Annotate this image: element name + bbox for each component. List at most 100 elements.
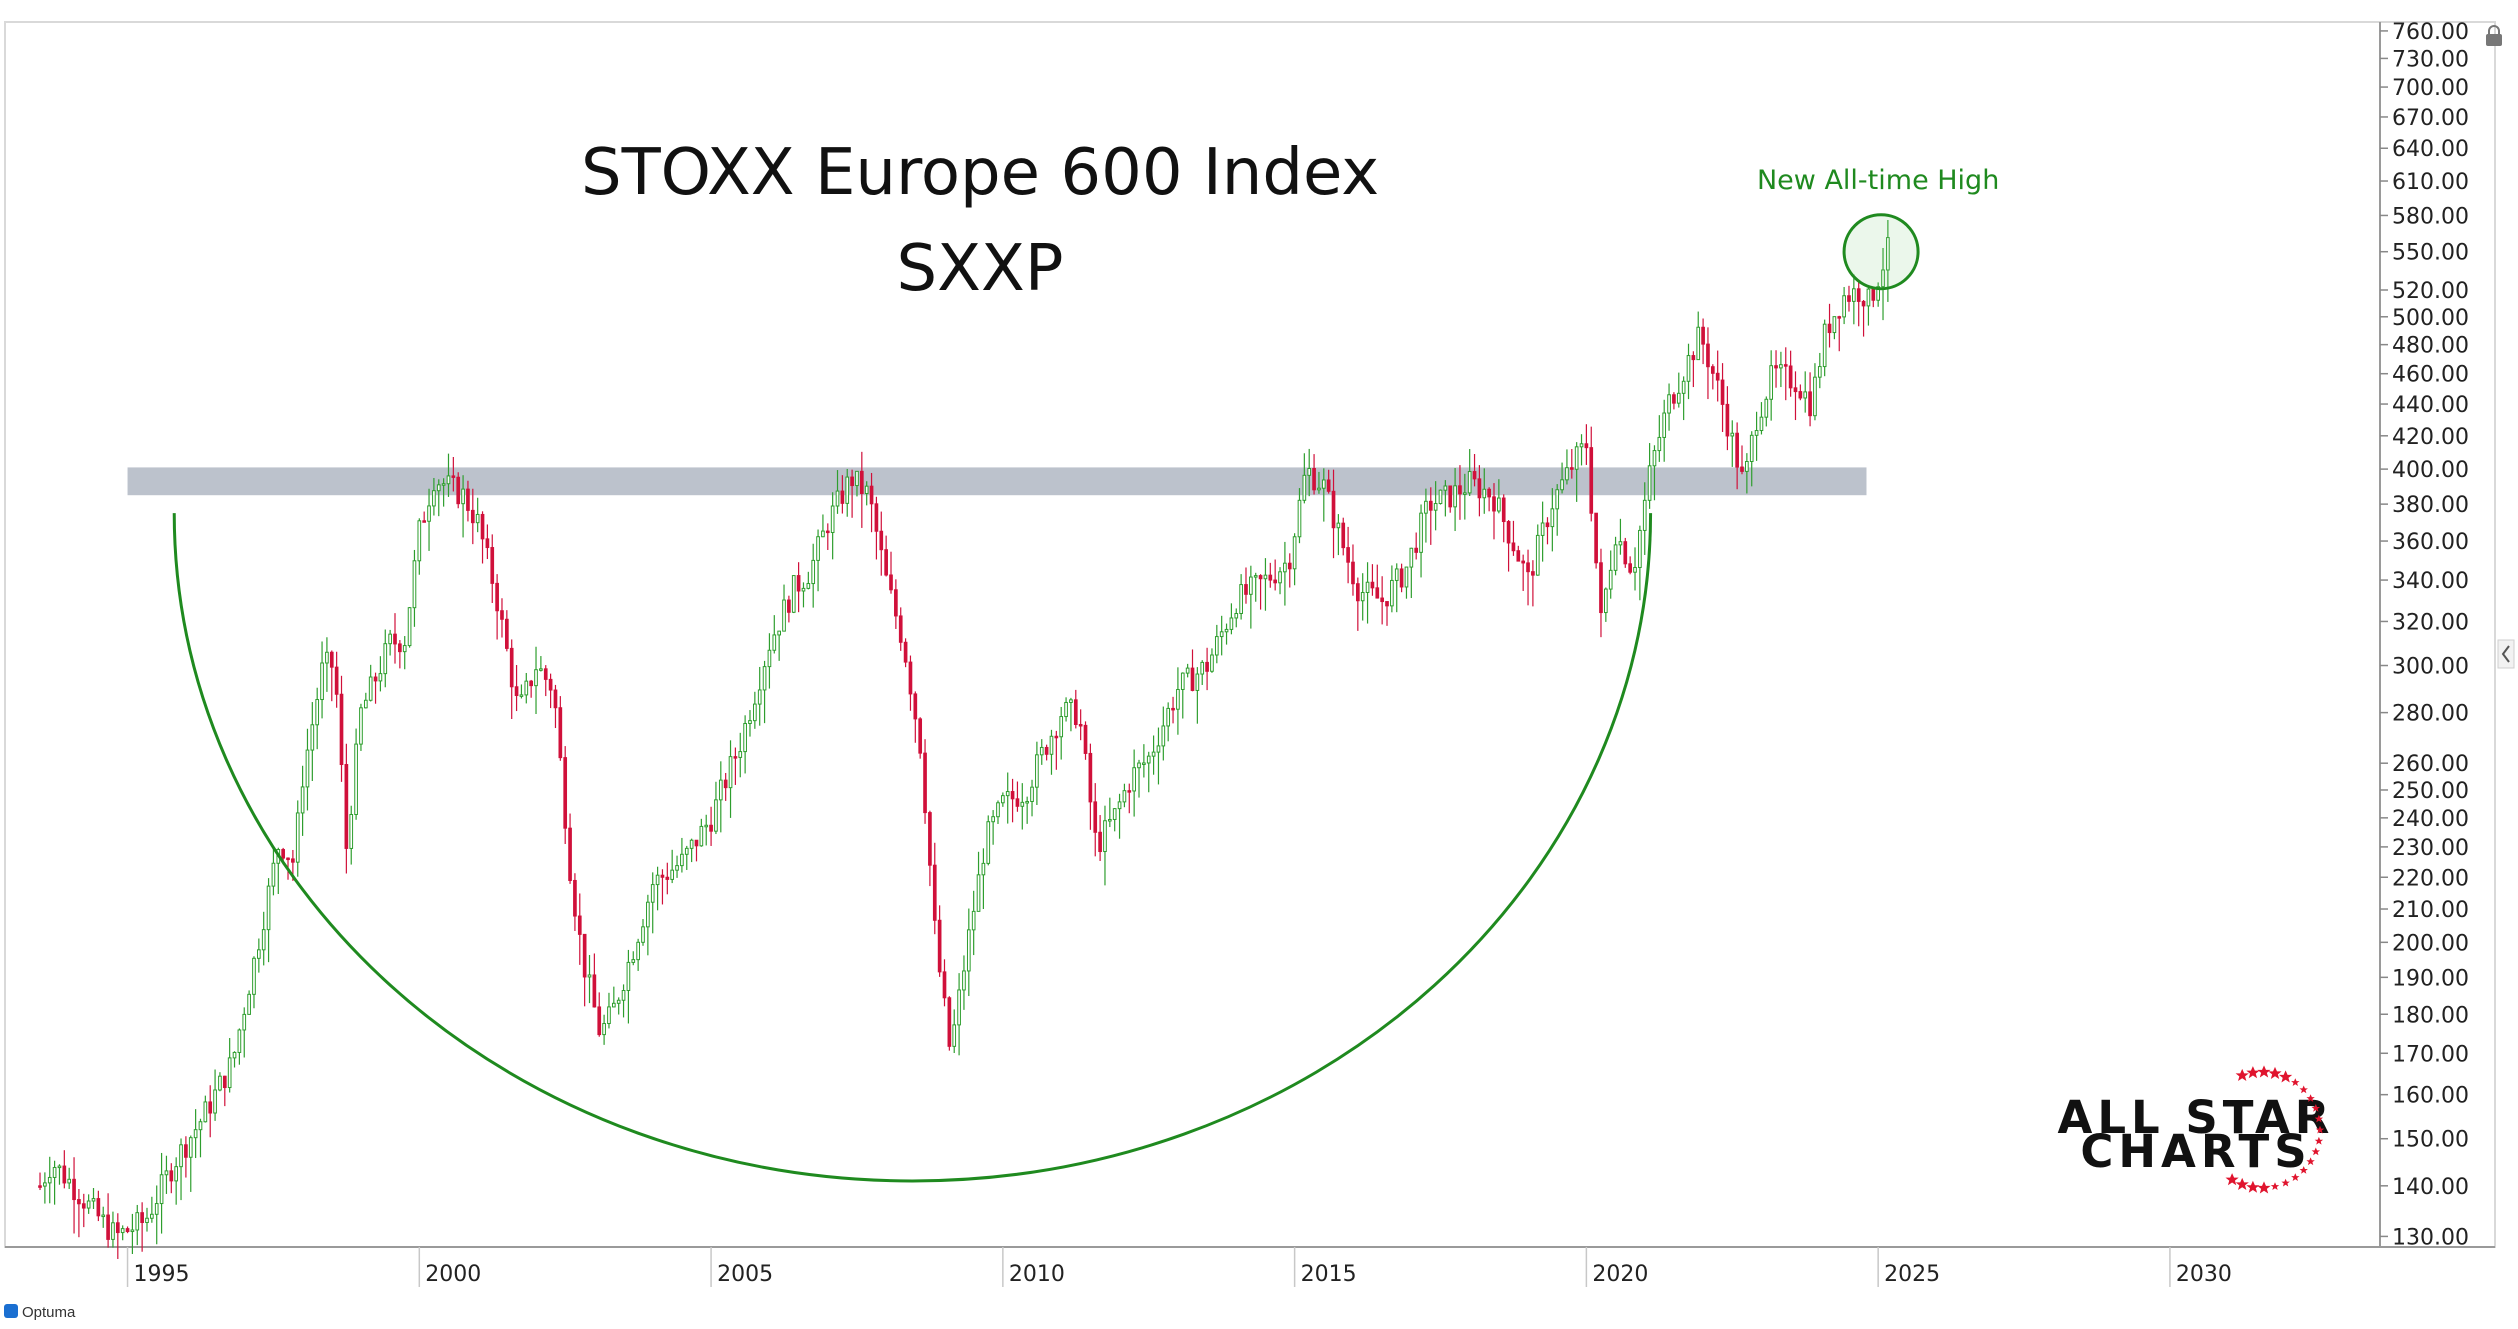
candle-down	[1827, 323, 1832, 334]
lock-icon[interactable]	[2486, 25, 2502, 46]
candle-up	[1574, 446, 1579, 470]
candle-up	[1321, 479, 1326, 489]
candle-up	[1210, 654, 1214, 672]
candle-down	[1521, 560, 1526, 564]
all-star-charts-logo: ALL STAR CHARTS	[2058, 1065, 2329, 1194]
candle-up	[242, 1013, 247, 1031]
candle-down	[850, 476, 854, 487]
y-tick-label: 240.00	[2392, 807, 2469, 832]
candle-up	[1214, 636, 1219, 656]
candle-down	[456, 476, 461, 505]
candle-down	[1501, 497, 1506, 523]
candle-up	[1176, 688, 1180, 710]
candle-up	[1195, 673, 1200, 691]
x-tick-label: 2025	[1884, 1262, 1940, 1287]
candlestick-series	[38, 219, 1890, 1259]
candle-up	[675, 865, 679, 871]
candle-down	[869, 485, 874, 505]
candle-down	[339, 693, 344, 766]
y-tick-label: 360.00	[2392, 530, 2469, 555]
candle-up	[1813, 376, 1817, 417]
candle-down	[918, 718, 923, 754]
candle-up	[1779, 364, 1783, 369]
candle-down	[1487, 488, 1491, 498]
candle-down	[1715, 372, 1720, 381]
candle-up	[461, 488, 465, 505]
candle-up	[354, 743, 358, 815]
candle-down	[879, 530, 884, 551]
candle-down	[1735, 432, 1739, 468]
candle-up	[1424, 500, 1428, 514]
candle-down	[344, 764, 349, 849]
candle-down	[1375, 587, 1380, 599]
candle-up	[1749, 434, 1754, 463]
candle-down	[480, 513, 485, 540]
candle-up	[1652, 450, 1657, 467]
candle-down	[1545, 522, 1550, 528]
candle-up	[689, 839, 694, 849]
candle-up	[1239, 584, 1243, 615]
candle-down	[1594, 512, 1598, 564]
logo-star	[2279, 1070, 2293, 1083]
candle-up	[1535, 534, 1540, 576]
candle-up	[378, 673, 383, 682]
logo-line2: CHARTS	[2080, 1125, 2311, 1178]
candle-up	[164, 1170, 169, 1176]
candle-up	[646, 901, 650, 928]
candle-up	[962, 970, 966, 991]
candle-up	[1467, 471, 1472, 494]
candle-up	[1759, 416, 1764, 432]
candle-down	[1073, 699, 1078, 725]
logo-star	[2291, 1078, 2300, 1086]
candle-up	[1249, 576, 1253, 595]
candle-down	[329, 651, 334, 668]
candle-down	[1258, 575, 1263, 580]
candle-down	[1492, 496, 1496, 512]
candle-up	[1555, 489, 1560, 510]
candle-up	[300, 786, 305, 814]
candle-down	[1205, 661, 1209, 672]
candle-down	[884, 549, 888, 576]
candle-up	[130, 1229, 135, 1233]
candle-up	[1156, 745, 1161, 753]
candle-up	[981, 862, 986, 876]
candle-down	[592, 974, 597, 1008]
candle-up	[91, 1198, 96, 1202]
candle-up	[1876, 286, 1880, 301]
cup-arc	[172, 513, 1653, 1183]
candle-up	[1069, 699, 1073, 703]
candle-up	[1662, 412, 1667, 438]
candle-up	[816, 536, 820, 561]
y-tick-label: 320.00	[2392, 610, 2469, 635]
candle-up	[436, 484, 441, 492]
candle-down	[908, 661, 913, 695]
candle-up	[1803, 391, 1808, 399]
candle-up	[1307, 467, 1312, 476]
candle-up	[111, 1222, 115, 1240]
candle-down	[1054, 735, 1059, 739]
candle-up	[101, 1214, 106, 1218]
logo-star	[2270, 1182, 2280, 1190]
y-tick-label: 150.00	[2392, 1128, 2469, 1153]
candle-up	[1550, 508, 1555, 528]
candle-down	[509, 647, 514, 688]
candle-down	[1808, 391, 1812, 417]
candle-up	[621, 989, 626, 1001]
candle-down	[1171, 707, 1175, 711]
candle-down	[937, 919, 942, 973]
candle-down	[1788, 365, 1793, 389]
y-tick-label: 160.00	[2392, 1084, 2469, 1109]
candle-up	[1453, 485, 1457, 508]
logo-star	[2314, 1136, 2324, 1145]
scroll-left-arrow-icon[interactable]	[2497, 639, 2515, 669]
candle-up	[1278, 571, 1282, 584]
candle-down	[733, 756, 738, 759]
y-tick-label: 200.00	[2392, 931, 2469, 956]
candle-up	[524, 680, 529, 696]
candle-up	[519, 694, 524, 697]
candle-up	[188, 1137, 193, 1158]
candle-down	[894, 589, 898, 617]
candle-up	[680, 853, 684, 867]
candle-up	[1117, 801, 1122, 810]
